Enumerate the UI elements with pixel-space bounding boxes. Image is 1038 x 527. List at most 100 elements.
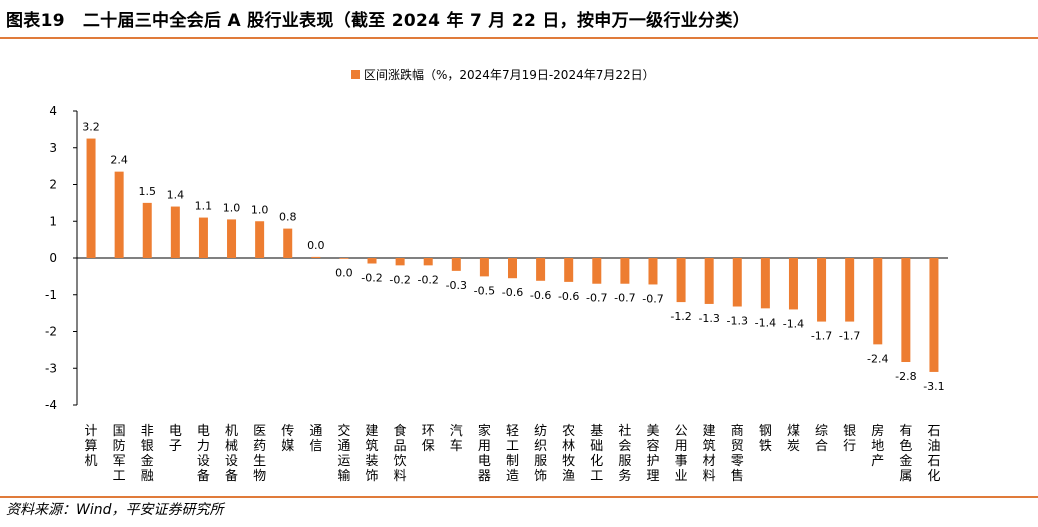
category-char: 料 bbox=[703, 469, 716, 484]
bar-非银金融 bbox=[142, 202, 152, 258]
category-char: 产 bbox=[871, 454, 884, 469]
category-char: 商 bbox=[731, 424, 744, 439]
category-label: 传媒 bbox=[281, 424, 294, 454]
figure-title: 图表19 二十届三中全会后 A 股行业表现（截至 2024 年 7 月 22 日，… bbox=[6, 6, 750, 31]
category-label: 煤炭 bbox=[787, 424, 800, 454]
category-label: 电力设备 bbox=[197, 424, 210, 484]
value-label: 0.8 bbox=[279, 211, 297, 224]
category-label: 建筑装饰 bbox=[366, 424, 379, 484]
category-char: 汽 bbox=[450, 424, 463, 439]
y-tick-label: -3 bbox=[45, 361, 57, 375]
bar-有色金属 bbox=[901, 258, 911, 363]
category-label: 商贸零售 bbox=[731, 424, 744, 484]
category-char: 美 bbox=[646, 424, 659, 439]
category-char: 生 bbox=[253, 454, 266, 469]
category-char: 备 bbox=[225, 468, 238, 484]
category-char: 公 bbox=[675, 424, 688, 439]
category-char: 算 bbox=[85, 439, 98, 454]
value-label: 1.0 bbox=[223, 201, 241, 214]
category-char: 合 bbox=[815, 439, 828, 454]
bar-纺织服饰 bbox=[536, 258, 546, 281]
value-label: 1.5 bbox=[138, 185, 156, 198]
y-tick-label: 3 bbox=[49, 141, 57, 155]
category-char: 色 bbox=[899, 438, 912, 454]
footer-rule bbox=[0, 496, 1038, 498]
bar-商贸零售 bbox=[732, 258, 742, 307]
value-label: -1.2 bbox=[670, 310, 691, 323]
category-label: 纺织服饰 bbox=[534, 424, 547, 484]
category-char: 交 bbox=[337, 423, 350, 439]
category-label: 轻工制造 bbox=[506, 424, 519, 484]
category-char: 建 bbox=[366, 424, 379, 439]
bar-家用电器 bbox=[479, 258, 489, 277]
value-label: -1.3 bbox=[727, 315, 748, 328]
bar-建筑装饰 bbox=[367, 258, 377, 264]
value-label: -0.7 bbox=[614, 292, 635, 305]
value-label: -0.7 bbox=[642, 292, 663, 305]
category-char: 计 bbox=[85, 424, 98, 439]
category-char: 牧 bbox=[562, 454, 575, 469]
value-label: -2.4 bbox=[867, 352, 888, 365]
y-tick-label: 4 bbox=[49, 104, 57, 118]
bar-公用事业 bbox=[676, 258, 686, 303]
value-labels: 3.2 2.4 1.5 1.4 1.1 1.0 1.0 0.8 0.0 0.0 -0.2 -0.2 -0… bbox=[82, 121, 944, 393]
category-char: 医 bbox=[253, 424, 266, 439]
value-label: 3.2 bbox=[82, 121, 100, 134]
category-label: 环保 bbox=[422, 424, 435, 454]
value-label: -2.8 bbox=[895, 370, 916, 383]
category-label: 家用电器 bbox=[478, 423, 491, 484]
value-label: -0.6 bbox=[558, 290, 579, 303]
category-char: 信 bbox=[309, 439, 322, 454]
value-label: 1.0 bbox=[251, 203, 269, 216]
bar-社会服务 bbox=[620, 258, 630, 284]
bar-汽车 bbox=[451, 258, 461, 271]
category-label: 建筑材料 bbox=[703, 424, 716, 484]
category-label: 电子 bbox=[169, 424, 182, 454]
bar-环保 bbox=[423, 258, 433, 266]
bar-医药生物 bbox=[255, 221, 265, 258]
value-label: -0.6 bbox=[530, 289, 551, 302]
bars bbox=[86, 138, 939, 372]
bar-美容护理 bbox=[648, 258, 658, 285]
bar-银行 bbox=[845, 258, 855, 322]
category-char: 业 bbox=[675, 469, 688, 484]
value-label: -1.4 bbox=[755, 316, 776, 329]
value-label: 0.0 bbox=[307, 239, 325, 252]
category-char: 电 bbox=[478, 454, 491, 469]
category-char: 地 bbox=[871, 439, 884, 454]
category-char: 农 bbox=[562, 424, 575, 439]
category-char: 石 bbox=[927, 454, 940, 469]
category-char: 电 bbox=[197, 424, 210, 439]
figure-number: 图表19 bbox=[6, 11, 65, 31]
y-tick-label: -2 bbox=[45, 325, 57, 339]
category-char: 基 bbox=[590, 424, 603, 439]
category-char: 饮 bbox=[394, 454, 407, 469]
category-char: 理 bbox=[646, 469, 659, 484]
category-char: 铁 bbox=[759, 439, 772, 454]
category-char: 饰 bbox=[534, 469, 547, 484]
category-char: 通 bbox=[337, 439, 350, 454]
figure-header: 图表19 二十届三中全会后 A 股行业表现（截至 2024 年 7 月 22 日，… bbox=[0, 0, 1038, 36]
category-char: 环 bbox=[422, 424, 435, 439]
category-char: 用 bbox=[478, 439, 491, 454]
category-char: 钢 bbox=[759, 424, 772, 439]
category-label: 医药生物 bbox=[253, 424, 266, 484]
source-note: 资料来源：Wind，平安证券研究所 bbox=[6, 502, 224, 518]
category-char: 炭 bbox=[787, 439, 800, 454]
category-char: 综 bbox=[815, 424, 828, 439]
category-char: 容 bbox=[646, 438, 659, 454]
category-char: 银 bbox=[141, 439, 154, 454]
legend-label: 区间涨跌幅（%，2024年7月19日-2024年7月22日） bbox=[364, 67, 655, 82]
value-label: -3.1 bbox=[923, 380, 944, 393]
y-tick-label: -4 bbox=[45, 398, 57, 412]
value-label: 2.4 bbox=[110, 154, 128, 167]
x-axis-labels: 计算机国防军工非银金融电子电力设备机械设备医药生物传媒通信交通运输建筑装饰食品饮… bbox=[85, 423, 941, 484]
category-label: 汽车 bbox=[450, 424, 463, 454]
category-char: 饰 bbox=[366, 469, 379, 484]
category-char: 军 bbox=[113, 454, 126, 469]
category-label: 钢铁 bbox=[759, 424, 772, 454]
category-char: 非 bbox=[141, 424, 154, 439]
category-char: 油 bbox=[927, 439, 940, 454]
category-char: 银 bbox=[843, 424, 856, 439]
bar-通信 bbox=[311, 256, 321, 258]
